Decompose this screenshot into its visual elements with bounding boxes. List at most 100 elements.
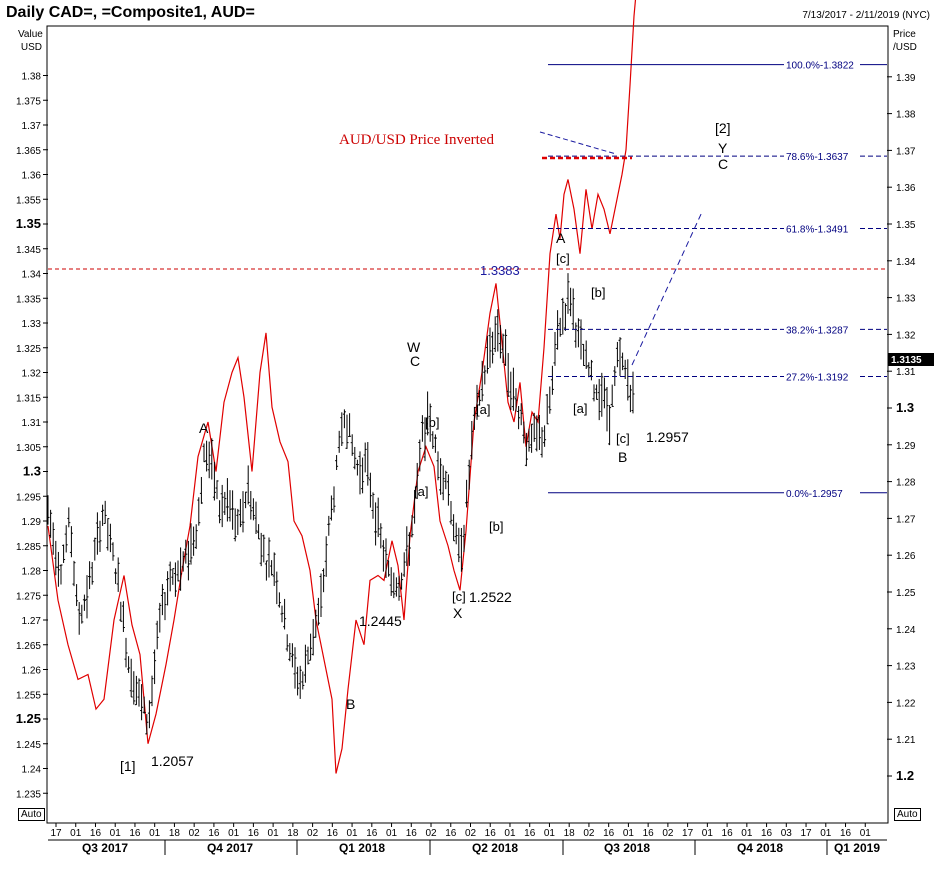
right-axis-label-2: /USD: [893, 42, 917, 53]
x-tick-label: 16: [327, 828, 339, 839]
x-tick-label: 01: [228, 828, 240, 839]
x-tick-label: 16: [761, 828, 773, 839]
x-tick-label: 16: [208, 828, 220, 839]
right-tick-label: 1.36: [896, 183, 916, 194]
x-tick-label: 17: [800, 828, 812, 839]
left-axis-label-1: Value: [18, 29, 43, 40]
wave-label: B: [346, 696, 355, 712]
fib-label-bg: [784, 370, 860, 382]
fib-label-bg: [784, 58, 860, 70]
right-tick-label: 1.35: [896, 220, 916, 231]
left-tick-label: 1.335: [16, 294, 41, 305]
left-tick-label: 1.265: [16, 641, 41, 652]
left-tick-label: 1.255: [16, 690, 41, 701]
wave-label: X: [453, 605, 463, 621]
x-tick-label: 16: [366, 828, 378, 839]
x-axis: 17 01 16 01 16 01 18 02 16 01 16 01 18 02 16 01 16 01 16 02…: [48, 823, 887, 855]
right-tick-label: 1.22: [896, 698, 916, 709]
x-tick-label: 02: [425, 828, 437, 839]
left-axis: 1.38 1.375 1.37 1.365 1.36 1.355 1.35 1.345 1.34…: [16, 72, 48, 800]
left-tick-label: 1.295: [16, 492, 41, 503]
left-axis-label-2: USD: [20, 42, 42, 53]
chart-title: Daily CAD=, =Composite1, AUD=: [6, 4, 255, 21]
wave-label: [a]: [414, 484, 428, 499]
left-tick-label: 1.38: [22, 72, 42, 83]
x-tick-label: 16: [445, 828, 457, 839]
wave-label: [2]: [715, 120, 731, 136]
x-tick-label: 03: [781, 828, 793, 839]
quarter-label: Q4 2017: [207, 841, 253, 855]
left-tick-label: 1.36: [22, 171, 42, 182]
right-tick-label: 1.24: [896, 625, 916, 636]
right-tick-label: 1.34: [896, 257, 916, 268]
right-tick-label: 1.38: [896, 110, 916, 121]
x-tick-label: 02: [662, 828, 674, 839]
quarter-label: Q4 2018: [737, 841, 783, 855]
left-tick-label: 1.305: [16, 443, 41, 454]
x-tick-label: 16: [840, 828, 852, 839]
left-auto-scale-button[interactable]: Auto: [18, 808, 45, 821]
right-axis-header: Price /USD: [893, 28, 917, 54]
wave-label: [c]: [556, 251, 570, 266]
left-tick-label: 1.345: [16, 245, 41, 256]
wave-label: C: [410, 353, 420, 369]
x-tick-label: 01: [110, 828, 122, 839]
right-tick-label: 1.27: [896, 514, 916, 525]
right-tick-label: 1.29: [896, 441, 916, 452]
wave-label: [b]: [591, 285, 605, 300]
low-label-1-2445: 1.2445: [359, 613, 402, 629]
fib-label-bg: [784, 323, 860, 335]
left-tick-label: 1.27: [22, 616, 42, 627]
date-range: 7/13/2017 - 2/11/2019 (NYC): [802, 10, 930, 21]
right-tick-label: 1.21: [896, 735, 916, 746]
right-auto-scale-button[interactable]: Auto: [894, 808, 921, 821]
x-tick-label: 16: [90, 828, 102, 839]
left-tick-label: 1.29: [22, 517, 42, 528]
plot-area: [46, 25, 889, 824]
wave-label: [b]: [489, 519, 503, 534]
x-tick-label: 16: [248, 828, 260, 839]
x-tick-label: 01: [386, 828, 398, 839]
wave-label: Y: [718, 140, 728, 156]
x-tick-label: 18: [169, 828, 181, 839]
wave-label: [c]: [452, 589, 466, 604]
x-tick-label: 16: [406, 828, 418, 839]
left-tick-label: 1.33: [22, 319, 42, 330]
right-tick-label: 1.28: [896, 478, 916, 489]
left-tick-label: 1.315: [16, 393, 41, 404]
x-tick-label: 01: [702, 828, 714, 839]
wave-label: [1]: [120, 758, 136, 774]
wave-label: C: [718, 156, 728, 172]
right-tick-label: 1.2: [896, 768, 914, 783]
left-tick-label: 1.245: [16, 740, 41, 751]
x-tick-label: 02: [583, 828, 595, 839]
right-tick-label: 1.23: [896, 662, 916, 673]
left-tick-label: 1.25: [16, 711, 41, 726]
x-tick-label: 01: [149, 828, 161, 839]
wave-label: A: [199, 420, 209, 436]
wave-label: [b]: [425, 415, 439, 430]
left-tick-label: 1.26: [22, 666, 42, 677]
right-tick-label: 1.32: [896, 330, 916, 341]
left-tick-label: 1.325: [16, 344, 41, 355]
x-tick-label: 02: [307, 828, 319, 839]
aud-inverted-annotation: AUD/USD Price Inverted: [339, 132, 494, 148]
cad-bars-series: [46, 273, 635, 735]
fibonacci-levels: 100.0%-1.3822 78.6%-1.3637 61.8%-1.3491 38.…: [548, 58, 887, 500]
wave-label: B: [618, 449, 627, 465]
low-label-1-2522: 1.2522: [469, 589, 512, 605]
quarter-label: Q1 2018: [339, 841, 385, 855]
x-tick-label: 01: [70, 828, 82, 839]
x-tick-label: 01: [347, 828, 359, 839]
fib-label: 61.8%-1.3491: [786, 224, 849, 235]
right-tick-label: 1.33: [896, 294, 916, 305]
x-tick-label: 01: [741, 828, 753, 839]
x-tick-label: 16: [524, 828, 536, 839]
x-tick-label: 01: [623, 828, 635, 839]
x-tick-label: 16: [603, 828, 615, 839]
fib-label: 38.2%-1.3287: [786, 325, 849, 336]
fib-label: 0.0%-1.2957: [786, 489, 843, 500]
wave-label: [a]: [573, 401, 587, 416]
left-axis-header: Value USD: [18, 28, 43, 54]
